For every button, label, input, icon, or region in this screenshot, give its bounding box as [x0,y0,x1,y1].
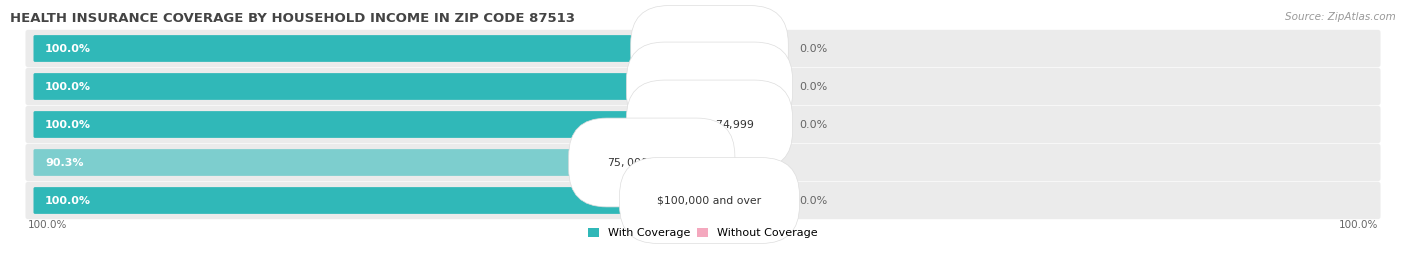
Text: 100.0%: 100.0% [45,82,91,92]
Text: 0.0%: 0.0% [799,82,827,92]
Text: $75,000 to $99,999: $75,000 to $99,999 [606,156,697,169]
Text: Source: ZipAtlas.com: Source: ZipAtlas.com [1285,12,1396,22]
Legend: With Coverage, Without Coverage: With Coverage, Without Coverage [588,228,818,238]
Text: 0.0%: 0.0% [799,120,827,130]
FancyBboxPatch shape [34,111,631,138]
FancyBboxPatch shape [25,68,1381,105]
Text: 0.0%: 0.0% [799,43,827,53]
FancyBboxPatch shape [34,73,631,100]
Text: 9.7%: 9.7% [751,157,779,167]
Text: 100.0%: 100.0% [45,120,91,130]
FancyBboxPatch shape [25,144,1381,181]
FancyBboxPatch shape [731,149,744,176]
FancyBboxPatch shape [25,30,1381,67]
Text: $100,000 and over: $100,000 and over [658,195,762,205]
FancyBboxPatch shape [34,187,631,214]
Text: $50,000 to $74,999: $50,000 to $74,999 [664,118,755,131]
Text: 0.0%: 0.0% [799,195,827,205]
Text: 100.0%: 100.0% [45,195,91,205]
Text: 100.0%: 100.0% [45,43,91,53]
FancyBboxPatch shape [34,35,631,62]
FancyBboxPatch shape [25,182,1381,219]
Text: HEALTH INSURANCE COVERAGE BY HOUSEHOLD INCOME IN ZIP CODE 87513: HEALTH INSURANCE COVERAGE BY HOUSEHOLD I… [10,12,575,25]
Text: 100.0%: 100.0% [1339,220,1378,230]
FancyBboxPatch shape [25,106,1381,143]
FancyBboxPatch shape [34,149,574,176]
Text: 100.0%: 100.0% [28,220,67,230]
Text: 90.3%: 90.3% [45,157,83,167]
Text: Under $25,000: Under $25,000 [669,43,751,53]
Text: $25,000 to $49,999: $25,000 to $49,999 [664,80,755,93]
